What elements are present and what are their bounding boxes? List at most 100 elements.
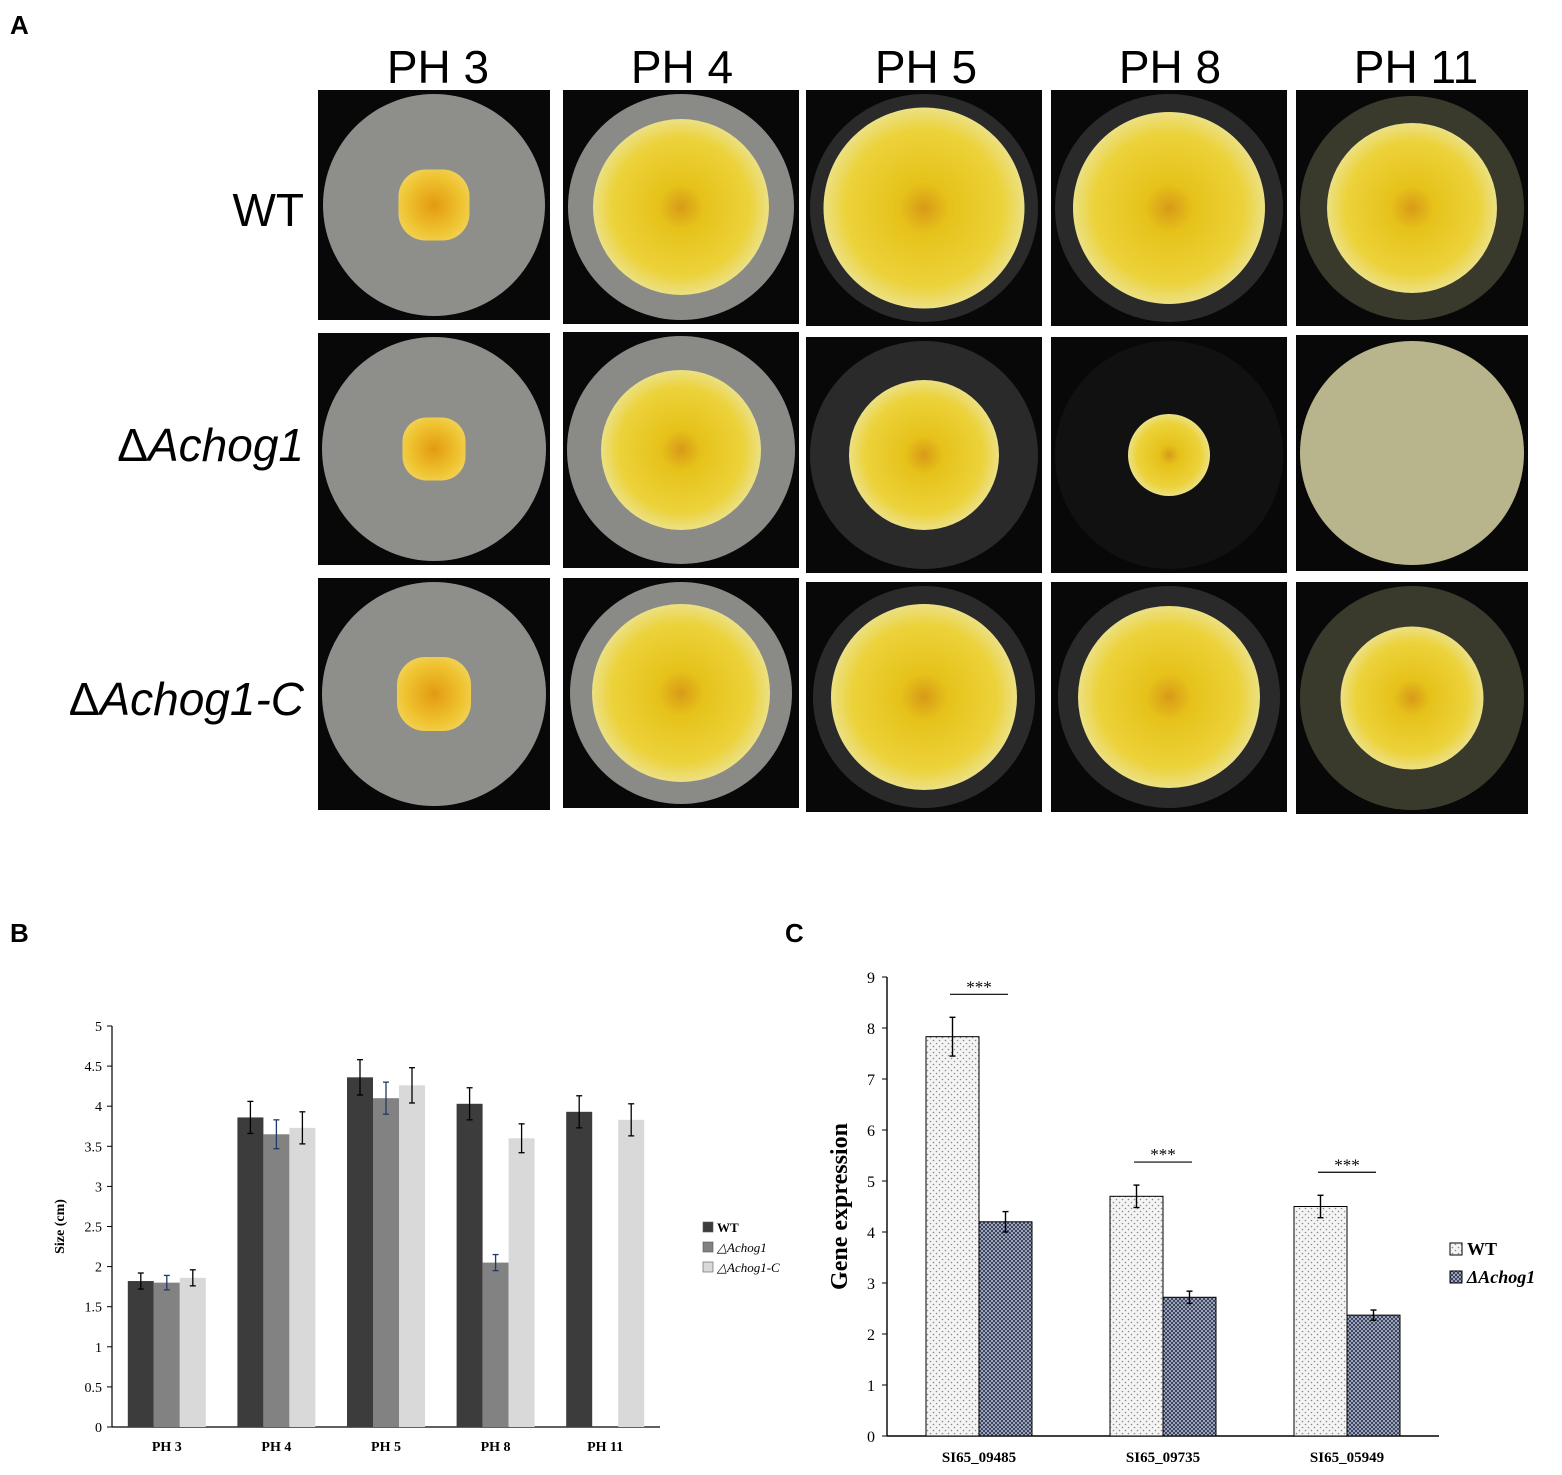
bar-wt-0	[925, 1036, 980, 1437]
petri-dish-achog1-c-ph5	[806, 582, 1042, 812]
y-axis-label: Size (cm)	[53, 1199, 68, 1254]
fungal-colony	[1327, 123, 1497, 293]
bar-wt-2	[347, 1077, 373, 1427]
fungal-colony	[592, 604, 770, 782]
petri-dish-achog1-c-ph8	[1051, 582, 1287, 812]
fungal-colony	[397, 657, 471, 731]
petri-dish-wt-ph3	[318, 90, 550, 320]
y-tick-label: 6	[867, 1123, 875, 1140]
fungal-colony	[398, 169, 470, 241]
y-tick-label: 0	[95, 1421, 102, 1436]
fungal-colony	[849, 380, 999, 530]
legend-swatch-achog1	[1449, 1270, 1463, 1284]
legend-swatch-achog1	[702, 1241, 714, 1253]
fungal-colony	[1340, 626, 1484, 770]
bar-achog1-0	[153, 1282, 180, 1427]
fungal-colony	[402, 417, 466, 481]
bar-achog1-c-3	[508, 1138, 535, 1427]
y-tick-label: 0.5	[85, 1381, 103, 1396]
bar-achog1-1	[1162, 1296, 1217, 1437]
y-tick-label: 3.5	[85, 1140, 103, 1155]
fungal-colony	[1128, 414, 1210, 496]
fungal-colony	[593, 119, 769, 295]
legend-swatch-achog1-c	[702, 1261, 714, 1273]
bar-wt-2	[1293, 1206, 1348, 1437]
x-tick-label: PH 4	[261, 1440, 291, 1455]
petri-dish-achog1-c-ph11	[1296, 582, 1528, 814]
bar-wt-1	[237, 1117, 264, 1427]
y-tick-label: 5	[867, 1174, 875, 1191]
y-tick-label: 3	[867, 1276, 875, 1293]
row-header-achog1: ΔAchog1	[117, 419, 304, 471]
x-tick-label: PH 3	[152, 1440, 182, 1455]
legend-label-wt: WT	[717, 1220, 739, 1235]
legend-label-wt: WT	[1467, 1239, 1497, 1259]
y-tick-label: 4	[867, 1225, 875, 1242]
panel-label-a: A	[10, 10, 29, 40]
y-tick-label: 1.5	[85, 1301, 103, 1316]
agar-plate	[1300, 341, 1524, 565]
petri-dish-wt-ph4	[563, 90, 799, 324]
column-header-ph3: PH 3	[386, 41, 490, 93]
significance-marker: ***	[1334, 1155, 1360, 1174]
x-tick-label: PH 11	[587, 1440, 623, 1455]
y-tick-label: 2	[95, 1261, 102, 1276]
column-header-ph11: PH 11	[1353, 41, 1479, 93]
significance-marker: ***	[966, 977, 992, 996]
petri-dish-achog1-ph11	[1296, 335, 1528, 571]
bar-achog1-c-0	[179, 1277, 206, 1427]
x-tick-label: PH 5	[371, 1440, 401, 1455]
bar-achog1-2	[1346, 1314, 1401, 1437]
bar-achog1-0	[978, 1221, 1033, 1437]
bar-achog1-c-4	[618, 1119, 645, 1427]
row-header-wt: WT	[232, 184, 304, 236]
y-tick-label: 4	[95, 1100, 102, 1115]
y-tick-label: 9	[867, 970, 875, 987]
fungal-colony	[1078, 606, 1260, 788]
petri-dish-achog1-ph8	[1051, 337, 1287, 573]
bar-achog1-c-1	[289, 1127, 316, 1427]
bar-achog1-2	[373, 1098, 399, 1427]
bar-wt-1	[1109, 1195, 1164, 1437]
fungal-colony	[823, 107, 1025, 309]
bar-achog1-1	[263, 1134, 290, 1427]
fungal-colony	[831, 604, 1017, 790]
petri-dish-wt-ph11	[1296, 90, 1528, 326]
y-tick-label: 8	[867, 1021, 875, 1038]
y-tick-label: 7	[867, 1072, 875, 1089]
chart-colony-size: 0 0.5 1 1.5 2 2.5 3 3.5 4 4.5 5 Size (cm) PH 3 PH 4 PH…	[53, 1020, 780, 1455]
x-tick-label: SI65_09735	[1126, 1450, 1200, 1466]
legend-swatch-wt	[1449, 1242, 1463, 1256]
x-tick-label: SI65_05949	[1310, 1450, 1384, 1466]
y-tick-label: 0	[867, 1429, 875, 1446]
legend-label-achog1: △Achog1	[716, 1240, 767, 1255]
y-tick-label: 2	[867, 1327, 875, 1344]
column-header-ph4: PH 4	[630, 41, 734, 93]
petri-dish-wt-ph5	[806, 90, 1042, 326]
petri-dish-achog1-ph5	[806, 337, 1042, 573]
column-header-ph8: PH 8	[1118, 41, 1222, 93]
y-tick-label: 4.5	[85, 1060, 103, 1075]
y-tick-label: 1	[867, 1378, 875, 1395]
bar-achog1-3	[482, 1262, 509, 1427]
legend-label-achog1: ΔAchog1	[1466, 1267, 1535, 1287]
y-axis-label: Gene expression	[827, 1123, 853, 1290]
significance-marker: ***	[1150, 1145, 1176, 1164]
y-tick-label: 3	[95, 1180, 102, 1195]
petri-dish-achog1-c-ph4	[563, 578, 799, 808]
x-tick-label: SI65_09485	[942, 1450, 1016, 1466]
petri-dish-achog1-c-ph3	[318, 578, 550, 810]
y-tick-label: 2.5	[85, 1221, 103, 1236]
petri-dish-achog1-ph4	[563, 332, 799, 568]
fungal-colony	[1073, 112, 1265, 304]
chart-gene-expression: 0 1 2 3 4 5 6 7 8 9 Gene expression SI65_09485 *** SI…	[827, 970, 1535, 1466]
legend-swatch-wt	[702, 1221, 714, 1233]
x-tick-label: PH 8	[481, 1440, 511, 1455]
fungal-colony	[601, 370, 761, 530]
petri-dish-achog1-ph3	[318, 333, 550, 565]
row-header-achog1-c: ΔAchog1-C	[68, 673, 304, 725]
legend-label-achog1-c: △Achog1-C	[716, 1260, 780, 1275]
panel-label-c: C	[785, 918, 804, 948]
bar-wt-3	[456, 1103, 483, 1427]
petri-dish-wt-ph8	[1051, 90, 1287, 326]
